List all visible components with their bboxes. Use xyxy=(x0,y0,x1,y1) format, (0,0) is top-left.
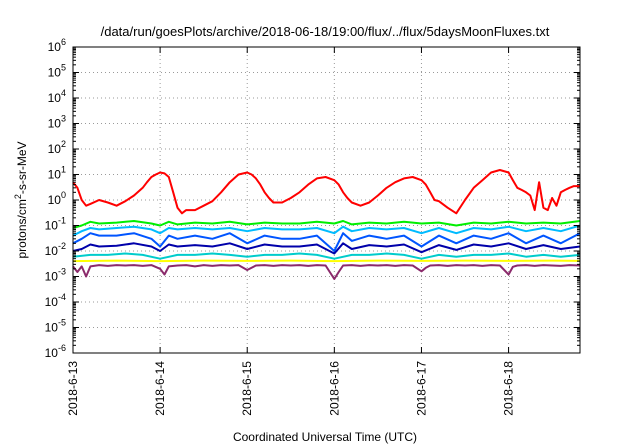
x-axis-label: Coordinated Universal Time (UTC) xyxy=(233,430,417,444)
y-tick-label: 10-1 xyxy=(45,216,66,233)
y-tick-label: 102 xyxy=(48,139,66,156)
series-line xyxy=(72,264,581,280)
x-tick-label: 2018-6-18 xyxy=(502,361,516,416)
y-tick-exponent: -4 xyxy=(58,292,66,302)
y-tick-exponent: -1 xyxy=(58,216,66,226)
y-tick-base: 10 xyxy=(48,168,62,182)
y-tick-label: 101 xyxy=(48,165,66,182)
y-tick-exponent: 3 xyxy=(61,114,66,124)
y-tick-exponent: 0 xyxy=(61,190,66,200)
y-tick-base: 10 xyxy=(48,66,62,80)
y-tick-label: 100 xyxy=(48,190,66,207)
y-tick-label: 105 xyxy=(48,63,66,80)
series-line xyxy=(72,242,581,255)
y-tick-exponent: 5 xyxy=(61,63,66,73)
y-tick-base: 10 xyxy=(48,91,62,105)
y-tick-labels: 10-610-510-410-310-210-11001011021031041… xyxy=(45,37,66,360)
series-line xyxy=(72,169,580,215)
x-tick-label: 2018-6-14 xyxy=(153,361,167,416)
y-tick-label: 10-5 xyxy=(45,318,66,335)
y-tick-base: 10 xyxy=(45,244,59,258)
series-line xyxy=(72,259,581,263)
y-tick-exponent: -2 xyxy=(58,241,66,251)
axes xyxy=(72,46,581,354)
chart-title: /data/run/goesPlots/archive/2018-06-18/1… xyxy=(101,24,550,39)
y-tick-base: 10 xyxy=(45,270,59,284)
y-tick-base: 10 xyxy=(45,295,59,309)
y-tick-label: 10-4 xyxy=(45,292,66,309)
y-tick-label: 106 xyxy=(48,37,66,54)
y-tick-label: 104 xyxy=(48,88,66,105)
y-tick-label: 103 xyxy=(48,114,66,131)
grid-lines xyxy=(73,47,580,353)
x-tick-label: 2018-6-13 xyxy=(66,361,80,416)
series-line xyxy=(72,224,581,237)
x-tick-label: 2018-6-17 xyxy=(414,361,428,416)
y-tick-label: 10-6 xyxy=(45,343,66,360)
y-axis-label-sup: 2 xyxy=(13,194,23,199)
y-tick-base: 10 xyxy=(45,219,59,233)
series-line xyxy=(72,252,581,260)
x-tick-label: 2018-6-15 xyxy=(240,361,254,416)
y-tick-base: 10 xyxy=(48,193,62,207)
x-tick-labels: 2018-6-13 2018-6-14 2018-6-15 2018-6-16 2018… xyxy=(66,361,516,416)
series-line xyxy=(72,220,581,229)
y-tick-exponent: 4 xyxy=(61,88,66,98)
y-tick-label: 10-3 xyxy=(45,267,66,284)
y-tick-label: 10-2 xyxy=(45,241,66,258)
y-axis-label: protons/cm2-s-sr-MeV xyxy=(13,141,29,258)
y-tick-exponent: 2 xyxy=(61,139,66,149)
y-tick-exponent: -5 xyxy=(58,318,66,328)
y-axis-label-suffix: -s-sr-MeV xyxy=(15,141,29,194)
y-tick-exponent: 6 xyxy=(61,37,66,47)
data-series-group xyxy=(72,169,581,280)
y-axis-label-prefix: protons/cm xyxy=(15,199,29,258)
y-tick-base: 10 xyxy=(48,142,62,156)
y-tick-base: 10 xyxy=(48,40,62,54)
series-line xyxy=(72,232,581,252)
y-tick-exponent: -3 xyxy=(58,267,66,277)
y-tick-base: 10 xyxy=(48,117,62,131)
x-tick-label: 2018-6-16 xyxy=(327,361,341,416)
y-tick-base: 10 xyxy=(45,346,59,360)
y-tick-exponent: 1 xyxy=(61,165,66,175)
y-tick-base: 10 xyxy=(45,321,59,335)
y-tick-exponent: -6 xyxy=(58,343,66,353)
